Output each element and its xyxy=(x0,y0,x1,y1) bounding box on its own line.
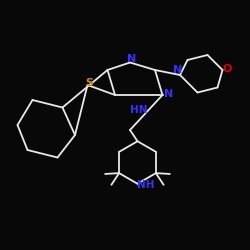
Text: N: N xyxy=(164,89,173,99)
Text: NH: NH xyxy=(138,180,155,190)
Text: S: S xyxy=(85,78,93,88)
Text: N: N xyxy=(127,54,136,64)
Text: HN: HN xyxy=(130,105,148,115)
Text: N: N xyxy=(173,65,182,75)
Text: O: O xyxy=(223,64,232,74)
